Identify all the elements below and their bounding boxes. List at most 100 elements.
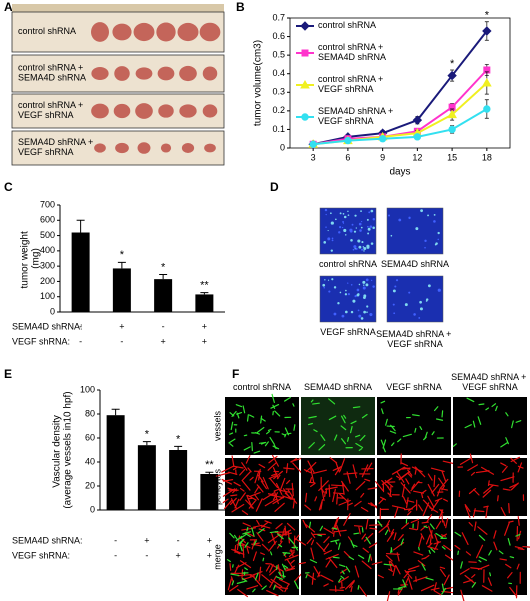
texture — [328, 484, 331, 498]
texture — [441, 587, 447, 595]
texture — [332, 492, 345, 495]
row-label: pericytes — [212, 468, 222, 505]
texture — [428, 549, 431, 554]
texture — [444, 554, 454, 561]
texture — [227, 487, 237, 492]
texture — [239, 492, 246, 501]
texture — [340, 425, 347, 431]
texture — [290, 457, 298, 463]
speck — [398, 218, 402, 222]
texture — [298, 562, 306, 565]
texture — [236, 412, 240, 419]
texture — [283, 565, 289, 569]
texture — [365, 536, 371, 545]
texture — [402, 579, 407, 588]
texture — [319, 525, 324, 532]
speck — [420, 209, 423, 213]
texture — [270, 551, 273, 556]
texture — [347, 502, 353, 506]
texture — [341, 415, 346, 424]
texture — [243, 446, 251, 451]
texture — [293, 424, 296, 431]
condition-sign: - — [79, 321, 82, 331]
texture — [244, 542, 249, 548]
texture — [477, 526, 488, 535]
legend-marker — [301, 113, 309, 121]
y-tick-label: 0.2 — [272, 105, 285, 115]
y-axis-label: tumor volume(cm3) — [253, 40, 264, 126]
texture — [286, 558, 294, 569]
texture — [323, 527, 334, 534]
texture — [464, 574, 476, 584]
texture — [281, 563, 286, 571]
texture — [454, 531, 462, 537]
texture — [488, 550, 492, 556]
micrograph — [453, 519, 527, 595]
texture — [361, 413, 368, 419]
speck — [390, 234, 393, 237]
texture — [252, 551, 257, 562]
texture — [266, 430, 270, 435]
texture — [233, 534, 239, 541]
texture — [258, 566, 262, 582]
speck — [372, 285, 375, 288]
texture — [310, 468, 315, 483]
speck — [327, 229, 329, 232]
tumor — [157, 66, 175, 81]
texture — [459, 457, 472, 465]
speck — [355, 227, 357, 229]
texture — [336, 494, 339, 505]
bar — [200, 474, 219, 510]
texture — [313, 429, 318, 433]
speck — [354, 248, 356, 250]
texture — [269, 494, 285, 499]
speck — [358, 283, 361, 286]
error-bar — [117, 261, 126, 269]
texture — [413, 551, 424, 556]
texture — [367, 553, 371, 563]
texture — [247, 494, 257, 501]
condition-sign: - — [114, 535, 117, 545]
texture — [271, 532, 276, 545]
speck — [347, 214, 350, 216]
texture — [483, 484, 494, 494]
texture — [345, 579, 355, 590]
texture — [424, 431, 428, 440]
texture — [261, 521, 269, 528]
texture — [517, 515, 520, 526]
y-tick-label: 0 — [90, 504, 95, 514]
texture — [433, 406, 439, 412]
column-header: SEMA4D shRNA + VEGF shRNA — [451, 372, 529, 392]
speck — [341, 314, 345, 318]
texture — [482, 489, 492, 498]
texture — [385, 418, 388, 426]
texture — [273, 584, 276, 590]
texture — [498, 550, 504, 555]
texture — [287, 489, 294, 498]
texture — [358, 526, 361, 535]
texture — [222, 488, 236, 497]
texture — [407, 469, 413, 476]
texture — [275, 523, 283, 530]
speck — [354, 294, 357, 298]
texture — [501, 465, 508, 473]
condition-sign: + — [119, 321, 124, 331]
texture — [245, 499, 254, 509]
texture — [467, 464, 478, 472]
speck — [357, 293, 360, 296]
point — [412, 115, 423, 125]
speck — [418, 317, 421, 319]
texture — [380, 496, 387, 501]
texture — [489, 483, 499, 487]
texture — [393, 532, 397, 540]
texture — [420, 533, 425, 540]
texture — [442, 460, 454, 464]
speck — [360, 226, 363, 229]
texture — [381, 480, 390, 489]
condition-sign: - — [120, 336, 123, 346]
texture — [439, 568, 447, 577]
condition-sign: + — [202, 336, 207, 346]
texture — [396, 471, 405, 483]
legend-marker — [300, 21, 310, 31]
